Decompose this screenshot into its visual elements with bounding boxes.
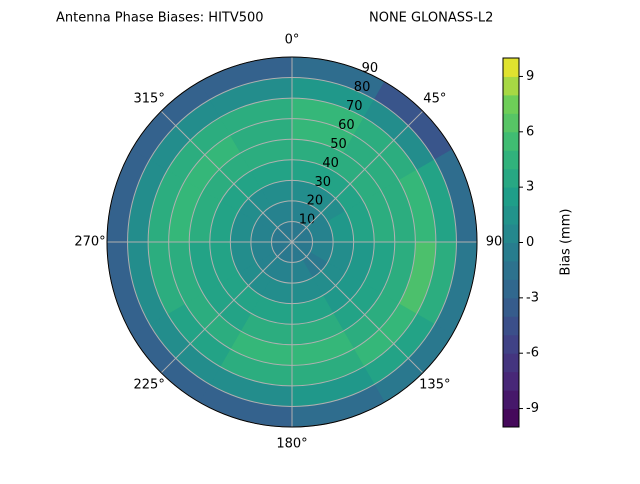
colorbar-swatch: [503, 334, 519, 354]
r-tick-label: 20: [307, 194, 324, 209]
colorbar-tick-label: -6: [526, 346, 539, 361]
grid-spoke: [160, 241, 293, 374]
colorbar-tick-label: 3: [526, 180, 534, 195]
colorbar-swatch: [503, 353, 519, 373]
colorbar-tick-label: 6: [526, 124, 534, 139]
theta-tick-label: 45°: [423, 92, 446, 107]
colorbar-swatch: [503, 390, 519, 410]
colorbar-swatch: [503, 168, 519, 188]
colorbar-swatch: [503, 76, 519, 96]
grid-spoke: [160, 110, 293, 243]
r-tick-label: 40: [322, 156, 339, 171]
theta-tick-label: 315°: [134, 92, 165, 107]
polar-frame: [106, 56, 478, 428]
colorbar-swatch: [503, 242, 519, 262]
colorbar-tick-label: 0: [526, 235, 534, 250]
colorbar-swatch: [503, 131, 519, 151]
colorbar-swatch: [503, 260, 519, 280]
grid-spoke: [291, 241, 424, 374]
chart-subtitle: NONE GLONASS-L2: [369, 11, 493, 26]
r-tick-label: 60: [338, 118, 355, 133]
theta-tick-label: 90: [486, 235, 503, 250]
colorbar-swatch: [503, 408, 519, 428]
colorbar-swatch: [503, 94, 519, 114]
grid-spoke: [291, 110, 424, 243]
colorbar-swatch: [503, 297, 519, 317]
r-tick-label: 70: [346, 99, 363, 114]
colorbar-swatch: [503, 58, 519, 77]
colorbar-tick-label: 9: [526, 69, 534, 84]
theta-tick-label: 225°: [134, 377, 165, 392]
theta-tick-label: 180°: [276, 437, 307, 452]
theta-tick-label: 270°: [74, 235, 105, 250]
colorbar-swatch: [503, 316, 519, 336]
colorbar-swatch: [503, 205, 519, 225]
r-tick-label: 10: [299, 213, 316, 228]
colorbar-label: Bias (mm): [559, 209, 574, 276]
chart-title: Antenna Phase Biases: HITV500: [56, 11, 264, 26]
colorbar-tick-label: -9: [526, 401, 539, 416]
colorbar-swatch: [503, 113, 519, 133]
r-tick-label: 30: [314, 175, 331, 190]
colorbar-swatch: [503, 150, 519, 170]
theta-tick-label: 135°: [419, 377, 450, 392]
colorbar-swatch: [503, 279, 519, 299]
colorbar-swatch: [503, 371, 519, 391]
colorbar-swatch: [503, 224, 519, 243]
colorbar-swatch: [503, 187, 519, 207]
r-tick-label: 50: [330, 137, 347, 152]
r-tick-label: 90: [362, 61, 379, 76]
colorbar-tick-label: -3: [526, 290, 539, 305]
theta-tick-label: 0°: [285, 33, 300, 48]
r-tick-label: 80: [354, 80, 371, 95]
